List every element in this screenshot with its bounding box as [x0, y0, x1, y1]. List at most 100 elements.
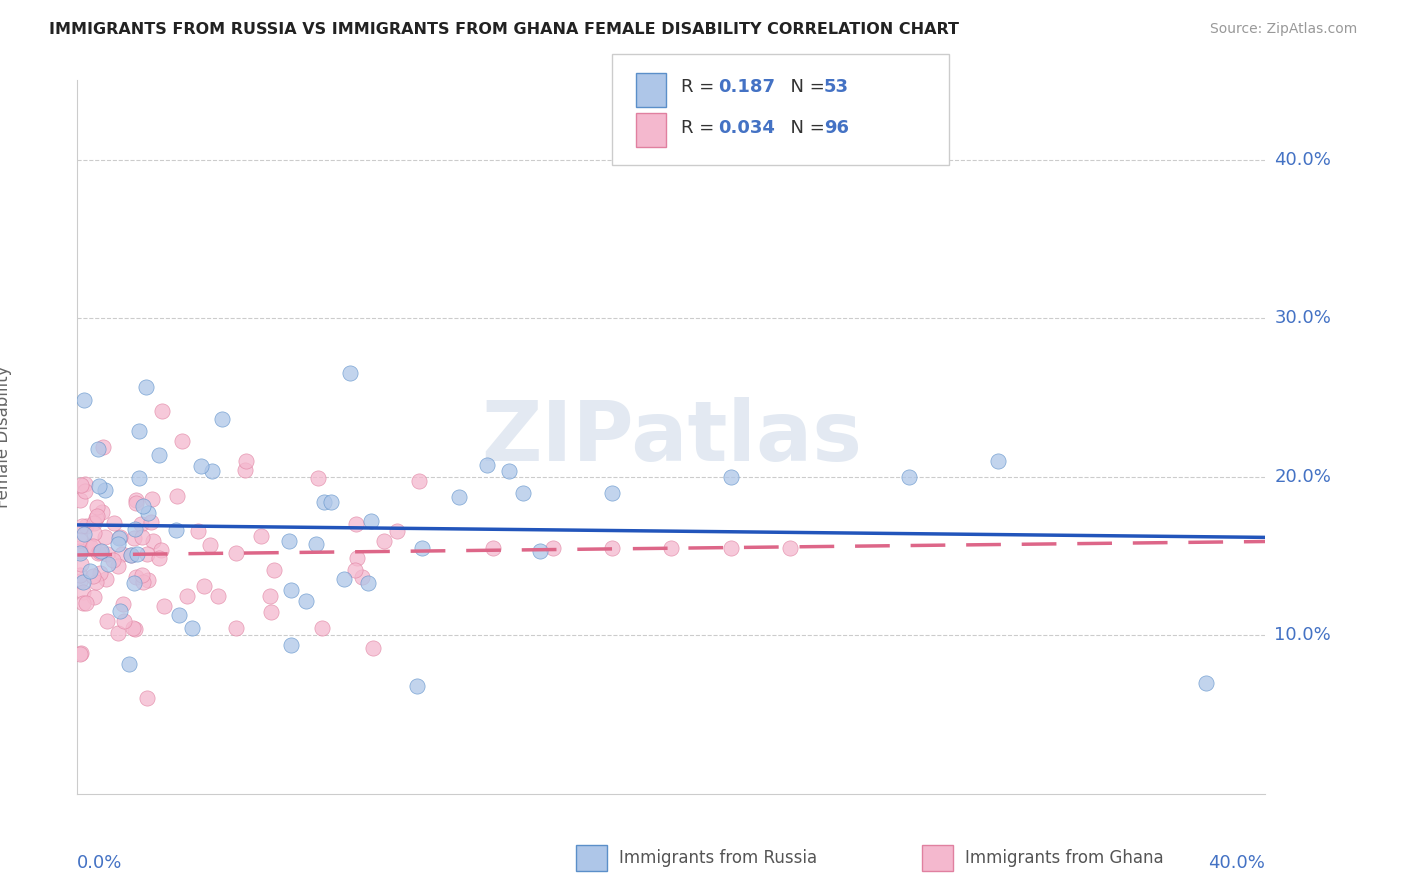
Point — [69, 647, 91, 661]
Point — [148, 550, 170, 565]
Point — [79, 540, 101, 554]
Point — [82, 569, 104, 583]
Point — [128, 424, 150, 438]
Point — [83, 590, 105, 604]
Point — [280, 638, 302, 652]
Point — [69, 557, 91, 571]
Point — [250, 529, 273, 543]
Point — [346, 550, 368, 565]
Text: 96: 96 — [824, 119, 849, 136]
Point — [180, 621, 202, 635]
Point — [600, 541, 623, 555]
Point — [207, 589, 229, 603]
Point — [89, 545, 111, 559]
Text: Immigrants from Russia: Immigrants from Russia — [619, 849, 817, 867]
Point — [122, 575, 145, 590]
Point — [225, 621, 247, 635]
Point — [127, 547, 149, 561]
Point — [193, 579, 215, 593]
Point — [225, 546, 247, 560]
Point — [122, 621, 145, 635]
Text: IMMIGRANTS FROM RUSSIA VS IMMIGRANTS FROM GHANA FEMALE DISABILITY CORRELATION CH: IMMIGRANTS FROM RUSSIA VS IMMIGRANTS FRO… — [49, 22, 959, 37]
Point — [90, 544, 112, 558]
Point — [73, 393, 96, 408]
Text: 10.0%: 10.0% — [1274, 626, 1331, 644]
Point — [512, 485, 534, 500]
Point — [541, 541, 564, 555]
Point — [167, 608, 190, 623]
Point — [307, 471, 329, 485]
Text: 0.034: 0.034 — [718, 119, 775, 136]
Point — [190, 459, 212, 474]
Point — [86, 546, 108, 560]
Point — [344, 516, 367, 531]
Point — [69, 541, 91, 555]
Point — [94, 483, 117, 497]
Text: 0.0%: 0.0% — [77, 855, 122, 872]
Text: 0.187: 0.187 — [718, 78, 776, 96]
Point — [150, 404, 173, 418]
Point — [142, 534, 165, 549]
Point — [132, 499, 155, 513]
Text: 40.0%: 40.0% — [1209, 855, 1265, 872]
Point — [120, 548, 142, 562]
Point — [108, 530, 131, 544]
Point — [111, 547, 134, 561]
Point — [720, 541, 742, 555]
Point — [360, 514, 382, 528]
Point — [108, 604, 131, 618]
Point — [72, 584, 94, 599]
Point — [176, 589, 198, 603]
Point — [150, 543, 173, 558]
Point — [408, 474, 430, 488]
Point — [69, 492, 91, 507]
Point — [69, 477, 91, 491]
Point — [75, 518, 97, 533]
Point — [280, 583, 302, 598]
Point — [987, 454, 1010, 468]
Point — [148, 448, 170, 462]
Point — [898, 469, 921, 483]
Point — [75, 596, 97, 610]
Point — [260, 605, 283, 619]
Point — [107, 626, 129, 640]
Text: N =: N = — [779, 78, 831, 96]
Point — [449, 490, 471, 504]
Point — [201, 464, 224, 478]
Point — [118, 657, 141, 671]
Text: Female Disability: Female Disability — [0, 366, 13, 508]
Point — [343, 563, 366, 577]
Point — [135, 380, 157, 394]
Point — [112, 597, 135, 611]
Point — [172, 434, 194, 449]
Point — [411, 541, 433, 556]
Point — [122, 531, 145, 545]
Point — [75, 477, 97, 491]
Point — [86, 508, 108, 523]
Point — [97, 557, 120, 571]
Point — [73, 527, 96, 541]
Point — [84, 510, 107, 524]
Point — [278, 533, 301, 548]
Point — [136, 574, 159, 588]
Point — [107, 559, 129, 574]
Point — [211, 411, 233, 425]
Point — [83, 525, 105, 540]
Point — [69, 574, 91, 588]
Point — [131, 568, 153, 582]
Text: 40.0%: 40.0% — [1274, 151, 1331, 169]
Point — [103, 516, 125, 530]
Point — [406, 679, 429, 693]
Point — [263, 563, 285, 577]
Point — [352, 570, 374, 584]
Point — [166, 489, 188, 503]
Point — [69, 568, 91, 582]
Text: Source: ZipAtlas.com: Source: ZipAtlas.com — [1209, 22, 1357, 37]
Point — [136, 690, 159, 705]
Point — [107, 537, 129, 551]
Point — [305, 537, 328, 551]
Point — [132, 575, 155, 590]
Point — [89, 566, 111, 581]
Point — [79, 564, 101, 578]
Point — [187, 524, 209, 538]
